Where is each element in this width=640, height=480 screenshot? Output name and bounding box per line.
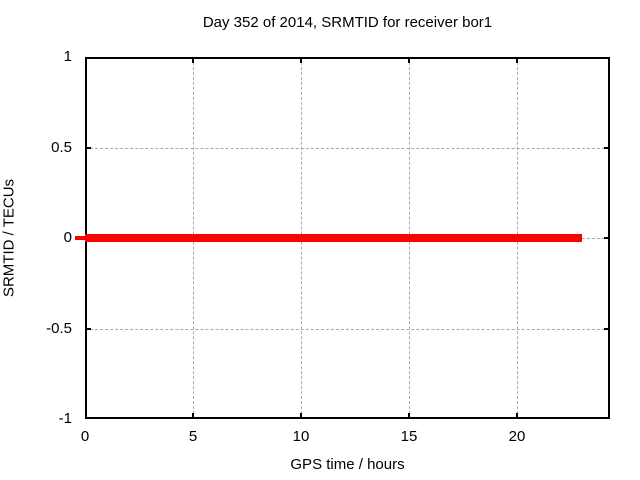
y-tick-label: 0 xyxy=(63,229,72,246)
x-tick-label: 0 xyxy=(80,428,90,445)
x-axis-label: GPS time / hours xyxy=(290,456,405,473)
x-tick-bottom xyxy=(192,413,194,419)
x-tick-top xyxy=(516,57,518,63)
y-tick-right xyxy=(604,237,610,239)
y-tick-right xyxy=(604,328,610,330)
chart-title: Day 352 of 2014, SRMTID for receiver bor… xyxy=(202,14,493,31)
y-tick-right xyxy=(604,147,610,149)
x-tick-bottom xyxy=(408,413,410,419)
x-tick-label: 5 xyxy=(188,428,198,445)
x-tick-top xyxy=(192,57,194,63)
y-gridline xyxy=(85,148,610,149)
y-tick-label: 0.5 xyxy=(51,139,72,156)
x-tick-bottom xyxy=(300,413,302,419)
y-tick-label: -0.5 xyxy=(46,320,72,337)
x-tick-label: 10 xyxy=(292,428,310,445)
y-tick-left xyxy=(85,328,91,330)
series-line-overhang xyxy=(75,236,85,240)
y-tick-left xyxy=(85,147,91,149)
series-line-srmtid xyxy=(85,234,582,242)
x-tick-top xyxy=(300,57,302,63)
y-gridline xyxy=(85,329,610,330)
y-tick-label: 1 xyxy=(63,48,72,65)
x-tick-label: 20 xyxy=(508,428,526,445)
x-tick-top xyxy=(408,57,410,63)
x-tick-label: 15 xyxy=(400,428,418,445)
y-tick-label: -1 xyxy=(58,410,72,427)
x-tick-bottom xyxy=(516,413,518,419)
